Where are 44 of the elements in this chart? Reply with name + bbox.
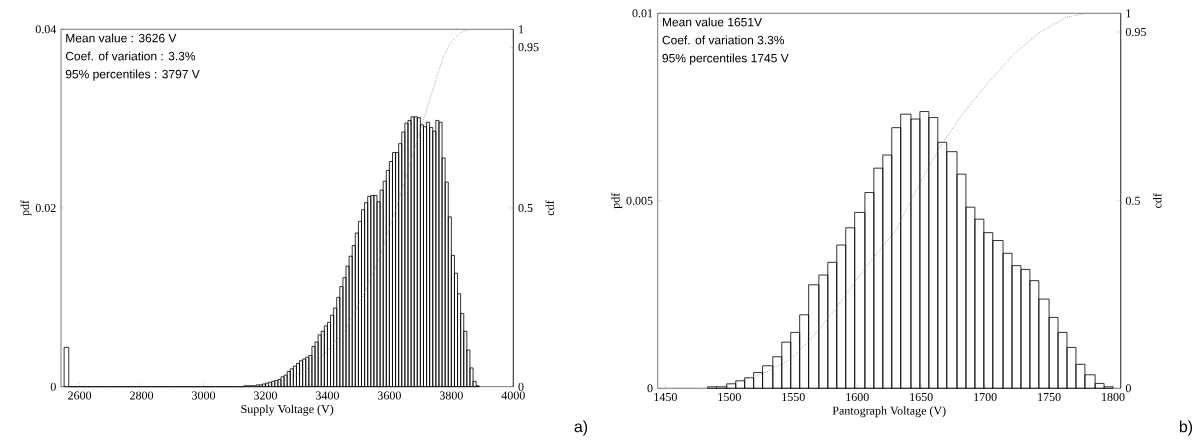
y2-axis-title: cdf bbox=[545, 200, 555, 216]
x-tick-label: 1750 bbox=[1038, 392, 1061, 402]
x-tick-label: 3600 bbox=[377, 391, 401, 400]
x-tick-label: 2600 bbox=[68, 391, 92, 400]
x-tick-label: 4000 bbox=[501, 391, 525, 400]
y-axis-title: pdf bbox=[20, 199, 32, 216]
annotation: 95% percentiles : 3797 V bbox=[65, 69, 200, 81]
x-tick-label: 1500 bbox=[718, 392, 741, 402]
y2-tick-label: 0.5 bbox=[518, 203, 533, 213]
x-tick-label: 1700 bbox=[974, 392, 997, 402]
y-tick-label: 0.02 bbox=[35, 203, 56, 213]
x-tick-label: 1650 bbox=[910, 392, 933, 402]
y2-tick-label: 1 bbox=[1126, 9, 1131, 18]
text: b) bbox=[1179, 420, 1193, 436]
y-tick-label: 0.04 bbox=[35, 25, 57, 34]
x-tick-label: 2800 bbox=[130, 391, 154, 400]
y-tick-label: 0.005 bbox=[626, 196, 653, 205]
y2-tick-label: 0.5 bbox=[1125, 196, 1140, 205]
y-tick-label: 0 bbox=[50, 382, 56, 391]
y2-tick-label: 0 bbox=[518, 382, 524, 391]
x-tick-label: 3000 bbox=[192, 391, 216, 400]
x-axis-title: Supply Voltage (V) bbox=[241, 404, 334, 416]
x-tick-label: 3800 bbox=[439, 391, 463, 400]
x-axis-title: Pantograph Voltage (V) bbox=[832, 406, 946, 418]
y2-tick-label: 1 bbox=[519, 25, 524, 34]
x-tick-label: 1600 bbox=[846, 392, 869, 402]
x-tick-label: 1800 bbox=[1102, 392, 1125, 402]
annotation: Mean value 1651V bbox=[662, 17, 762, 27]
y-axis-title: pdf bbox=[611, 192, 623, 209]
y-tick-label: 0.01 bbox=[632, 9, 653, 18]
x-tick-label: 3200 bbox=[254, 391, 278, 400]
y2-axis-title: cdf bbox=[1152, 193, 1162, 208]
text: a) bbox=[574, 420, 588, 436]
x-tick-label: 1450 bbox=[654, 392, 677, 402]
y-tick-label: 0 bbox=[647, 384, 653, 393]
annotation: Coef. of variation : 3.3% bbox=[65, 51, 196, 61]
y2-tick-label: 0 bbox=[1125, 384, 1131, 393]
annotation: Coef. of variation 3.3% bbox=[662, 35, 785, 45]
annotation: 95% percentiles 1745 V bbox=[662, 53, 789, 65]
y2-tick-label: 0.95 bbox=[518, 43, 539, 52]
x-tick-label: 3400 bbox=[316, 391, 339, 400]
y2-tick-label: 0.95 bbox=[1125, 27, 1146, 37]
annotation: Mean value : 3626 V bbox=[66, 33, 177, 43]
x-tick-label: 1550 bbox=[782, 392, 805, 402]
